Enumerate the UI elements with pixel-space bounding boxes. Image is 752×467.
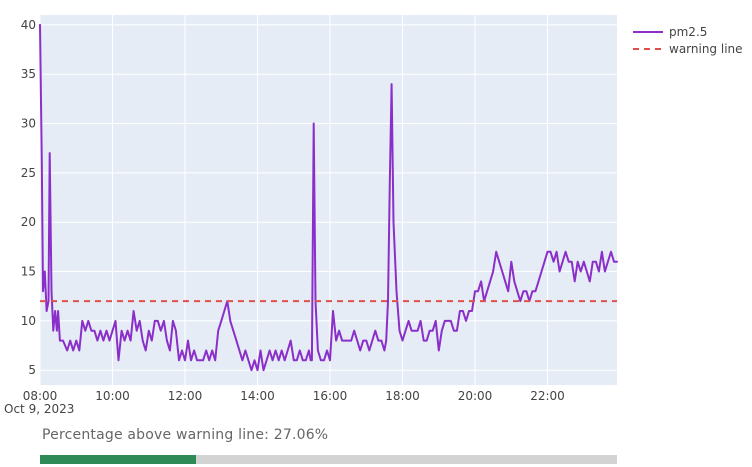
percentage-progress-fill (40, 455, 197, 464)
pm25-line-chart: 5 10 15 20 25 30 35 40 08:00 10:00 12:00 14:00 16:0… (4, 15, 743, 416)
y-tick-label: 25 (21, 166, 36, 180)
legend-label: warning line (669, 42, 743, 56)
x-tick-label: 20:00 (458, 389, 493, 403)
series-layer (39, 23, 618, 372)
x-tick-label: 22:00 (530, 389, 565, 403)
x-tick-label: 12:00 (168, 389, 203, 403)
y-axis-tick-labels: 5 10 15 20 25 30 35 40 (21, 18, 36, 377)
x-tick-label: 08:00 (23, 389, 58, 403)
plot-area-background (40, 15, 617, 385)
x-axis-date-label: Oct 9, 2023 (4, 402, 74, 416)
y-tick-label: 10 (21, 314, 36, 328)
legend-item-warning-line[interactable]: warning line (633, 42, 743, 56)
x-axis-tick-labels: 08:00 10:00 12:00 14:00 16:00 18:00 20:00 22:00 (23, 389, 565, 403)
legend[interactable]: pm2.5 warning line (633, 25, 743, 56)
y-tick-label: 5 (28, 363, 36, 377)
x-tick-label: 10:00 (95, 389, 130, 403)
percentage-above-warning-text: Percentage above warning line: 27.06% (42, 427, 329, 443)
x-tick-label: 18:00 (385, 389, 420, 403)
legend-label: pm2.5 (669, 25, 707, 39)
series-line-pm25 (39, 23, 618, 372)
percentage-progress-bar (40, 455, 617, 464)
grid-lines (39, 15, 617, 385)
y-tick-label: 20 (21, 215, 36, 229)
x-tick-label: 14:00 (240, 389, 275, 403)
y-tick-label: 40 (21, 18, 36, 32)
legend-item-pm25[interactable]: pm2.5 (633, 25, 707, 39)
y-tick-label: 30 (21, 117, 36, 131)
x-tick-label: 16:00 (313, 389, 348, 403)
y-tick-label: 15 (21, 265, 36, 279)
y-tick-label: 35 (21, 67, 36, 81)
